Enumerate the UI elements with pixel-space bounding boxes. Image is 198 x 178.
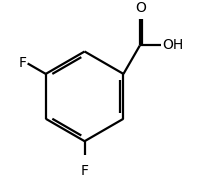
Text: F: F	[81, 164, 89, 178]
Text: O: O	[135, 1, 146, 15]
Text: F: F	[18, 56, 26, 70]
Text: OH: OH	[162, 38, 184, 53]
